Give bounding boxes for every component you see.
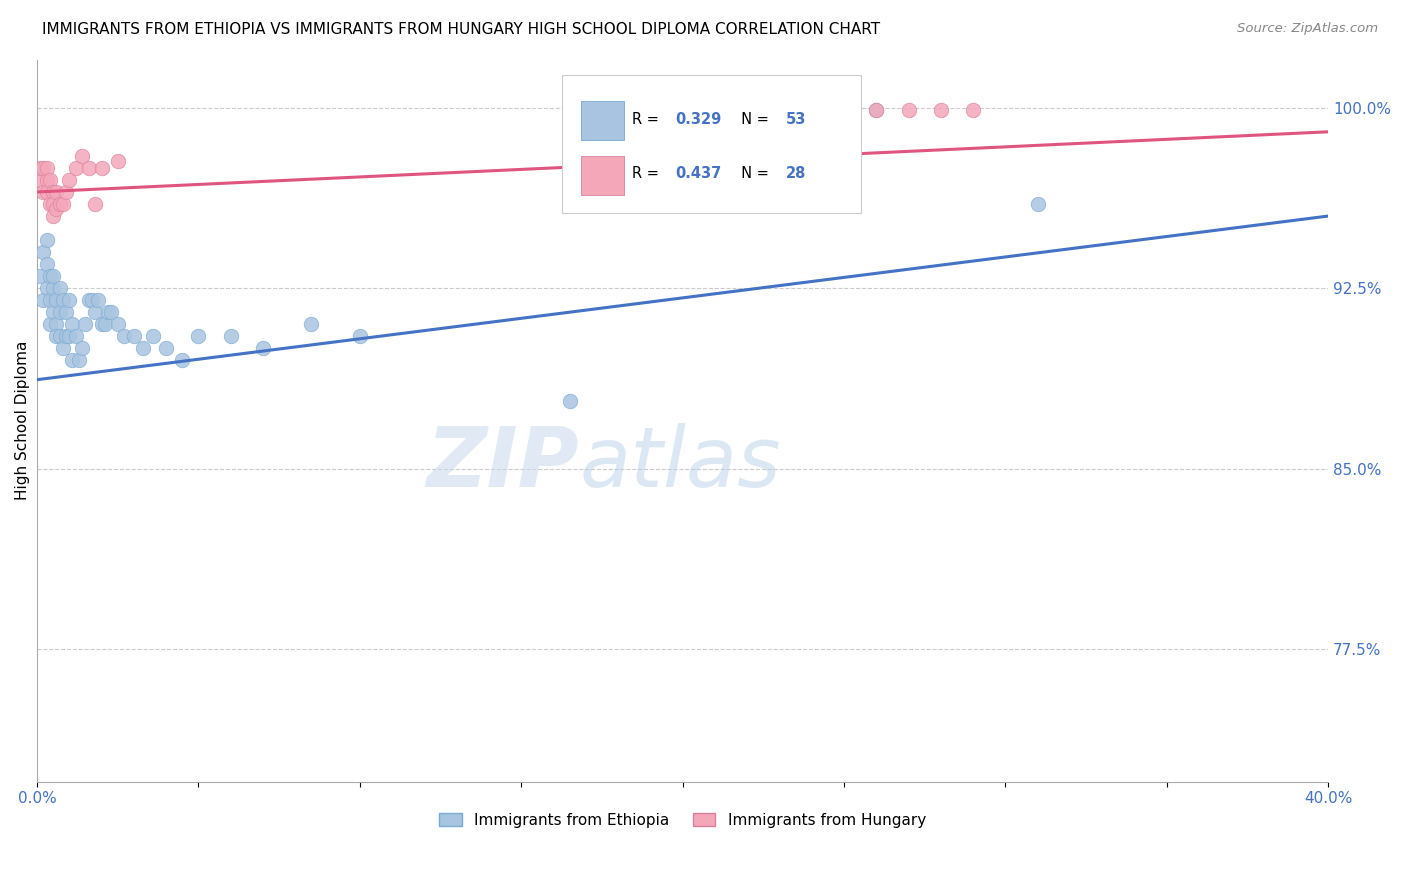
Point (38, 197, 60, 211)
FancyBboxPatch shape (581, 102, 624, 140)
Point (219, 329, 242, 343)
Point (252, 342, 274, 356)
Point (48, 305, 70, 319)
Point (929, 103, 952, 117)
Text: 28: 28 (786, 166, 806, 181)
Point (84, 305, 107, 319)
Point (35, 161, 58, 175)
Point (48, 281, 70, 295)
Point (58, 173, 80, 187)
Point (32, 161, 55, 175)
Point (100, 305, 122, 319)
Point (58, 329, 80, 343)
Text: 53: 53 (786, 112, 806, 127)
Point (48, 329, 70, 343)
Point (32, 245, 55, 260)
Point (75, 318, 97, 332)
Text: N =: N = (731, 112, 773, 127)
Point (65, 329, 87, 343)
Point (35, 257, 58, 271)
Point (897, 103, 920, 117)
Point (58, 293, 80, 308)
FancyBboxPatch shape (581, 155, 624, 194)
Text: R =: R = (633, 166, 664, 181)
Point (32, 185, 55, 199)
Point (38, 293, 60, 308)
FancyBboxPatch shape (562, 76, 860, 213)
Point (55, 185, 77, 199)
Point (70, 342, 93, 356)
Point (299, 318, 322, 332)
Point (52, 293, 75, 308)
Point (90, 318, 112, 332)
Text: atlas: atlas (579, 424, 780, 505)
Point (45, 202, 67, 216)
Text: N =: N = (731, 166, 773, 181)
Point (97, 305, 120, 319)
Text: 0.329: 0.329 (675, 112, 721, 127)
Point (52, 197, 75, 211)
Point (62, 318, 84, 332)
Point (35, 233, 58, 247)
Point (80, 293, 103, 308)
Point (93, 318, 115, 332)
Point (155, 342, 177, 356)
Legend: Immigrants from Ethiopia, Immigrants from Hungary: Immigrants from Ethiopia, Immigrants fro… (432, 805, 934, 836)
Point (65, 161, 87, 175)
Point (42, 305, 65, 319)
Point (42, 197, 65, 211)
Point (42, 209, 65, 223)
Point (30, 269, 52, 284)
Point (55, 305, 77, 319)
Point (30, 161, 52, 175)
Point (67, 353, 90, 368)
Point (30, 173, 52, 187)
Text: 0.437: 0.437 (675, 166, 721, 181)
Point (35, 173, 58, 187)
Point (52, 342, 75, 356)
Point (35, 185, 58, 199)
Point (45, 329, 67, 343)
Point (1026, 197, 1049, 211)
Point (55, 329, 77, 343)
Point (38, 318, 60, 332)
Point (187, 329, 209, 343)
Point (172, 353, 194, 368)
Point (122, 329, 145, 343)
Point (38, 173, 60, 187)
Text: IMMIGRANTS FROM ETHIOPIA VS IMMIGRANTS FROM HUNGARY HIGH SCHOOL DIPLOMA CORRELAT: IMMIGRANTS FROM ETHIOPIA VS IMMIGRANTS F… (42, 22, 880, 37)
Point (42, 269, 65, 284)
Point (142, 329, 165, 343)
Point (45, 293, 67, 308)
Point (865, 103, 887, 117)
Text: R =: R = (633, 112, 664, 127)
Point (77, 293, 100, 308)
Text: ZIP: ZIP (426, 424, 579, 505)
Point (48, 197, 70, 211)
Point (45, 318, 67, 332)
Point (77, 161, 100, 175)
Point (62, 353, 84, 368)
Point (349, 329, 371, 343)
Point (84, 197, 107, 211)
Point (132, 342, 155, 356)
Point (962, 103, 984, 117)
Point (45, 185, 67, 199)
Point (107, 153, 129, 168)
Point (38, 269, 60, 284)
Point (112, 329, 135, 343)
Point (865, 103, 887, 117)
Point (90, 161, 112, 175)
Point (70, 149, 93, 163)
Point (42, 281, 65, 295)
Point (558, 394, 581, 409)
Y-axis label: High School Diploma: High School Diploma (15, 341, 30, 500)
Text: Source: ZipAtlas.com: Source: ZipAtlas.com (1237, 22, 1378, 36)
Point (35, 281, 58, 295)
Point (87, 293, 110, 308)
Point (107, 318, 129, 332)
Point (42, 185, 65, 199)
Point (32, 293, 55, 308)
